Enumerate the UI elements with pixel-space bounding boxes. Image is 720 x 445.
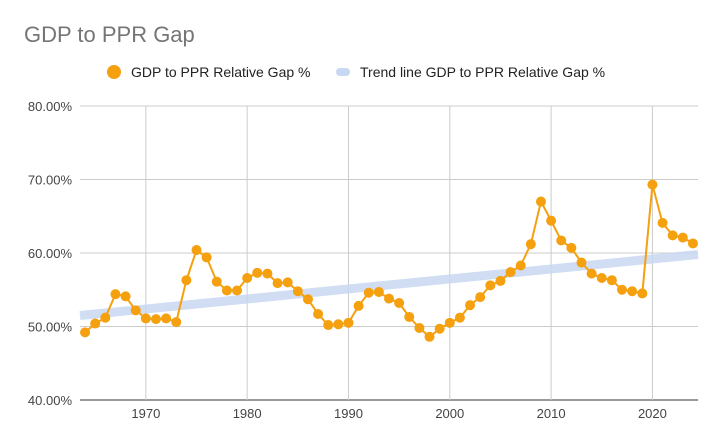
chart-title: GDP to PPR Gap (24, 22, 195, 47)
data-point (191, 245, 202, 256)
data-point (140, 313, 151, 324)
data-point (677, 232, 688, 243)
data-point (221, 285, 232, 296)
data-point (363, 287, 374, 298)
data-point (323, 320, 334, 331)
data-point (485, 280, 496, 291)
data-point (424, 331, 435, 342)
data-point (150, 314, 161, 325)
data-point (373, 286, 384, 297)
data-point (586, 268, 597, 279)
y-tick-label: 50.00% (28, 320, 73, 335)
y-tick-label: 60.00% (28, 246, 73, 261)
data-point (546, 215, 557, 226)
data-point (404, 311, 415, 322)
data-point (434, 323, 445, 334)
data-point (637, 288, 648, 299)
data-point (657, 217, 668, 228)
data-point (465, 300, 476, 311)
data-point (130, 305, 141, 316)
data-point (161, 313, 172, 324)
data-point (617, 284, 628, 295)
x-tick-label: 2000 (435, 406, 464, 421)
legend-item-trend[interactable]: Trend line GDP to PPR Relative Gap % (336, 64, 605, 80)
data-point (242, 272, 253, 283)
data-point (475, 292, 486, 303)
data-point (596, 272, 607, 283)
data-point (90, 318, 101, 329)
data-point (333, 319, 344, 330)
x-tick-label: 1980 (233, 406, 262, 421)
legend-label-trend: Trend line GDP to PPR Relative Gap % (360, 64, 606, 80)
data-point (647, 179, 658, 190)
data-point (302, 294, 313, 305)
x-tick-label: 1970 (131, 406, 160, 421)
data-point (444, 317, 455, 328)
data-point (535, 196, 546, 207)
data-point (576, 257, 587, 268)
data-point (80, 327, 91, 338)
y-tick-label: 80.00% (28, 99, 73, 114)
data-point (282, 277, 293, 288)
data-point (181, 275, 192, 286)
data-point (201, 252, 212, 263)
data-point (414, 322, 425, 333)
legend-line-icon (336, 68, 350, 76)
y-tick-label: 40.00% (28, 393, 73, 408)
data-point (505, 267, 516, 278)
data-point (272, 278, 283, 289)
data-point (687, 238, 698, 249)
y-tick-label: 70.00% (28, 173, 73, 188)
data-point (252, 267, 263, 278)
x-tick-label: 2020 (638, 406, 667, 421)
x-tick-label: 2010 (537, 406, 566, 421)
data-point (525, 239, 536, 250)
data-point (627, 286, 638, 297)
data-point (606, 275, 617, 286)
legend-label-gap: GDP to PPR Relative Gap % (131, 64, 311, 80)
data-point (100, 312, 111, 323)
data-point (353, 300, 364, 311)
data-point (262, 268, 273, 279)
data-point (171, 317, 182, 328)
chart-legend: GDP to PPR Relative Gap % Trend line GDP… (0, 64, 720, 86)
trend-line (79, 249, 699, 320)
data-point (110, 289, 121, 300)
data-point (394, 297, 405, 308)
data-point (667, 230, 678, 241)
data-point (232, 285, 243, 296)
data-point (495, 275, 506, 286)
data-point (343, 317, 354, 328)
data-point (211, 276, 222, 287)
data-point (292, 286, 303, 297)
data-point (566, 242, 577, 253)
data-point (454, 312, 465, 323)
data-point (556, 235, 567, 246)
data-point (120, 291, 131, 302)
data-point (313, 309, 324, 320)
legend-item-gap[interactable]: GDP to PPR Relative Gap % (107, 64, 310, 80)
x-tick-label: 1990 (334, 406, 363, 421)
data-point (515, 260, 526, 271)
data-point (384, 293, 394, 304)
legend-dot-icon (107, 65, 121, 79)
